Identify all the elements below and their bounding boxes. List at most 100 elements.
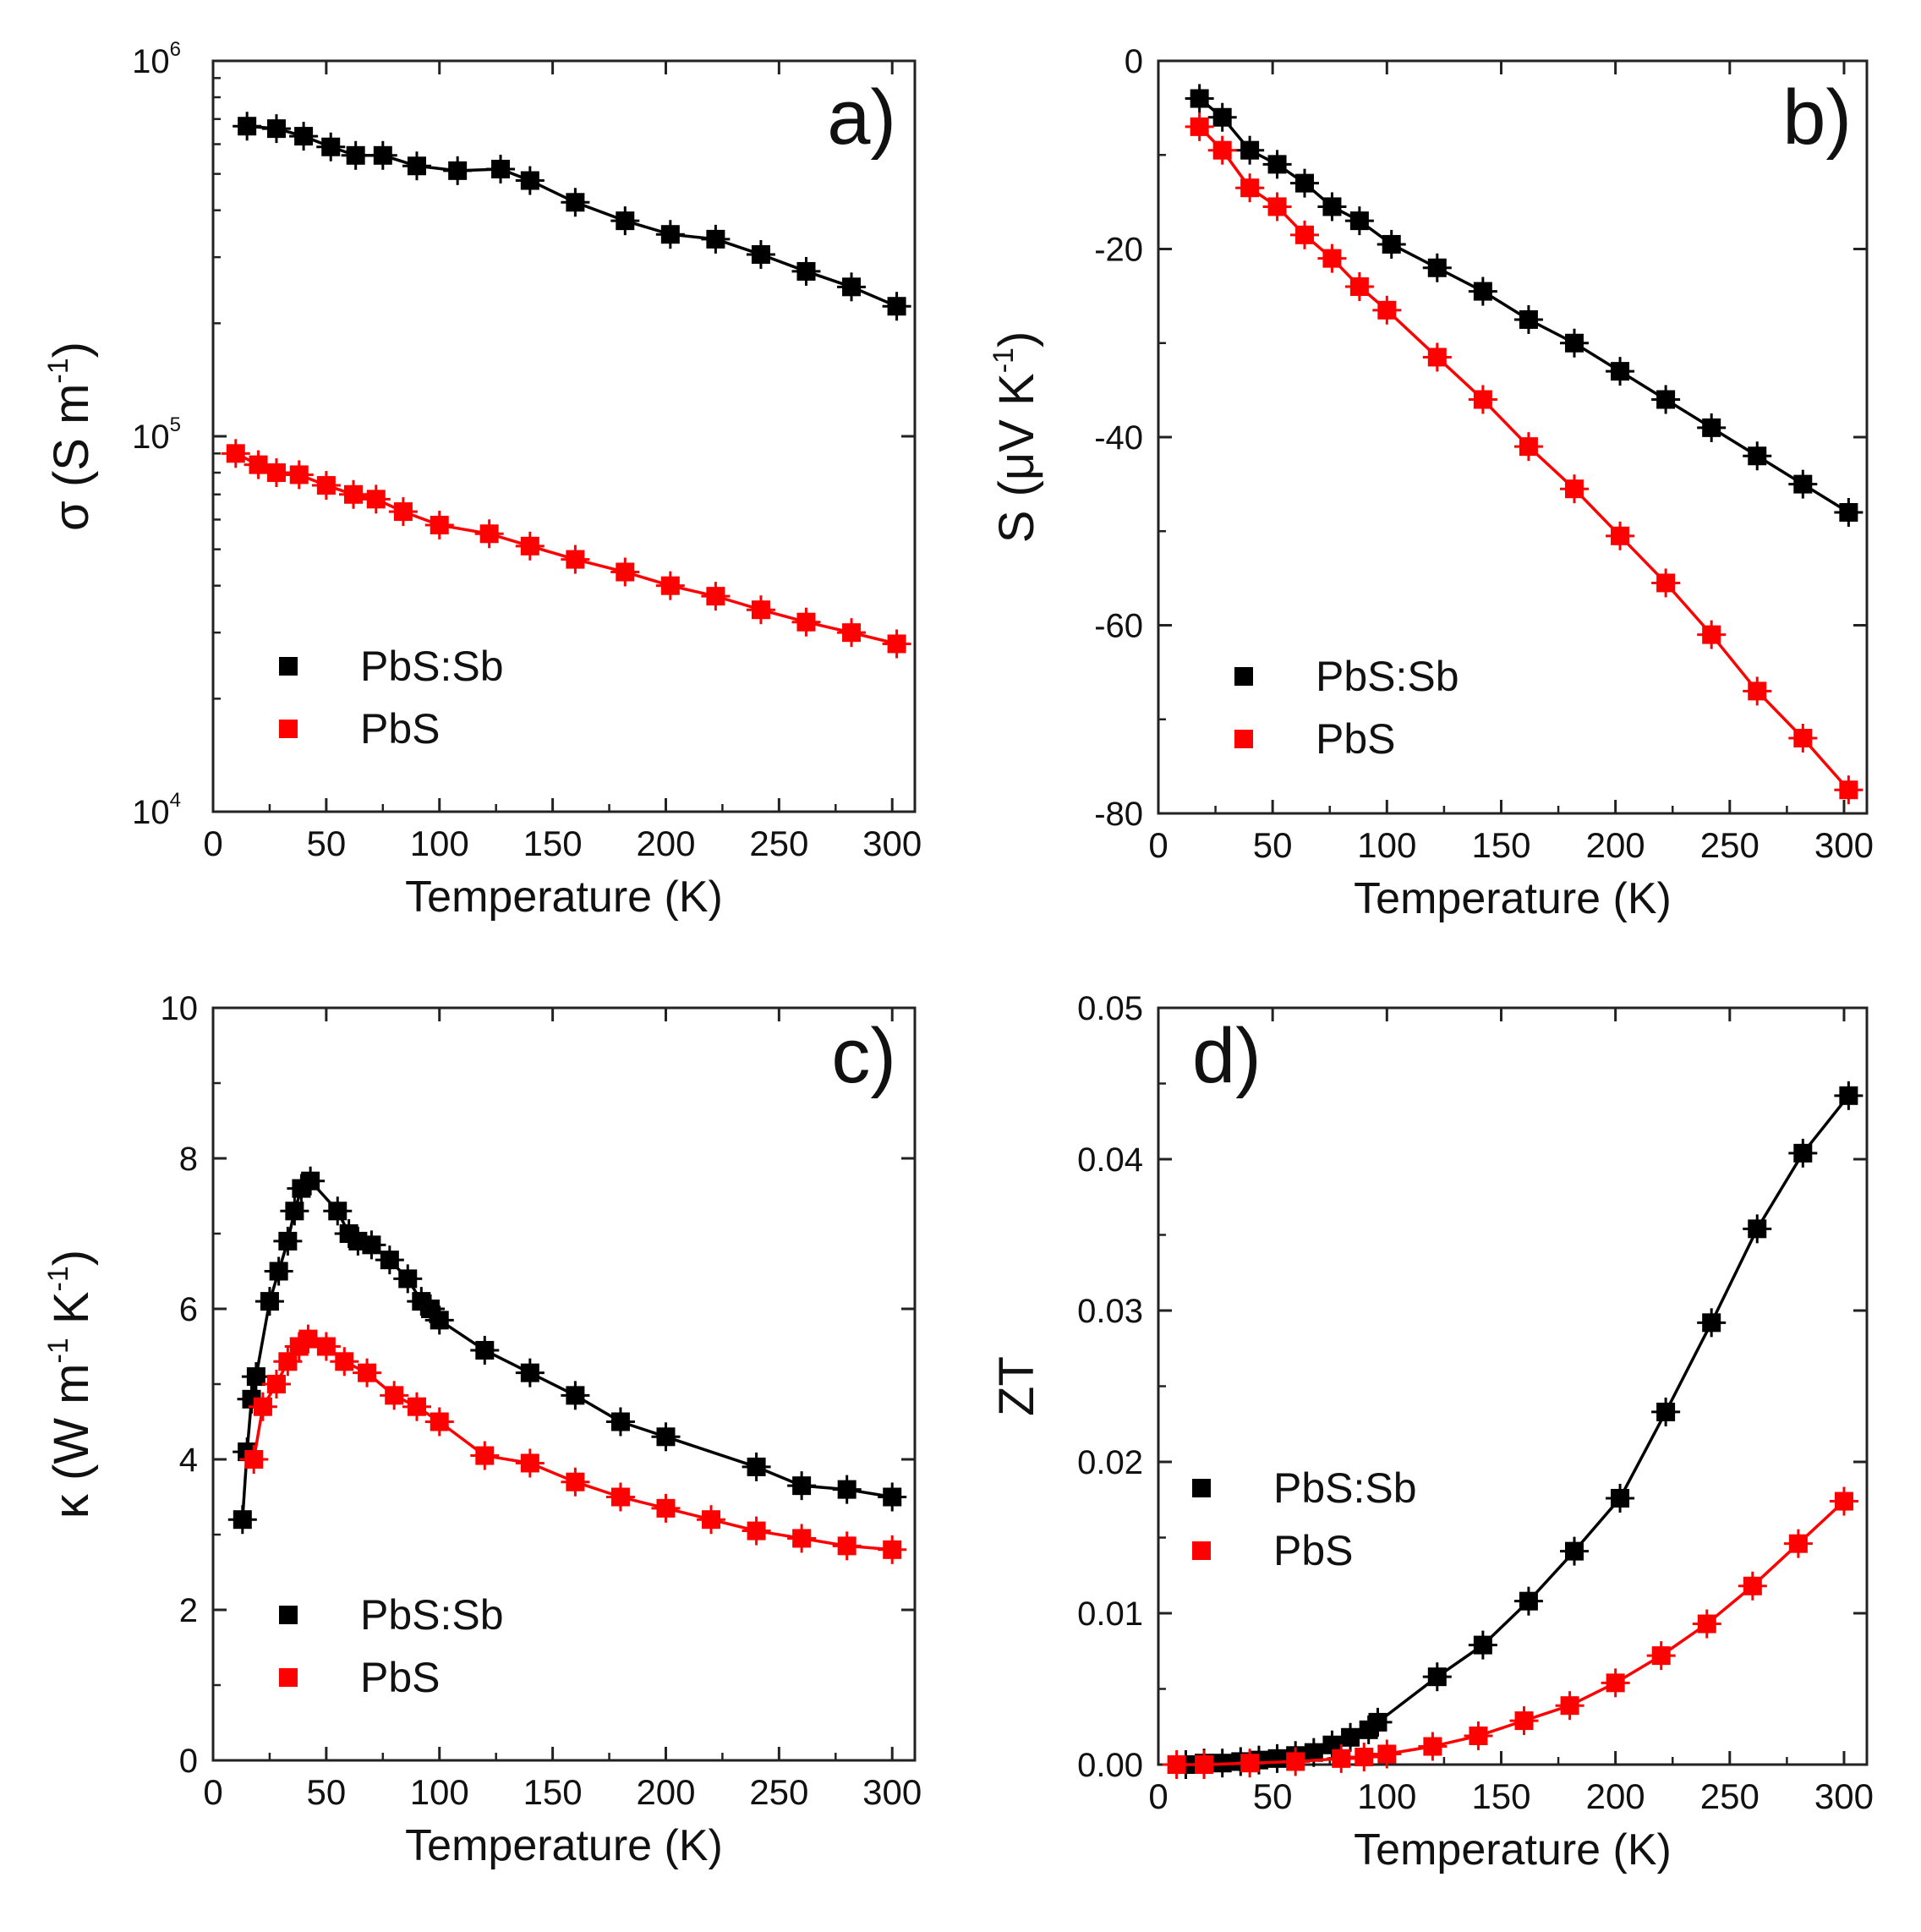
data-point xyxy=(316,132,346,161)
data-point xyxy=(701,582,731,611)
data-point xyxy=(742,1516,771,1546)
x-tick-label: 150 xyxy=(523,824,583,863)
data-point xyxy=(1162,1750,1191,1779)
x-tick-label: 100 xyxy=(1357,825,1416,865)
data-point xyxy=(1651,385,1681,414)
y-tick-label: -80 xyxy=(1094,796,1143,833)
data-point xyxy=(1468,385,1497,414)
x-tick-label: 200 xyxy=(1586,1776,1645,1816)
data-point xyxy=(1372,295,1402,325)
legend-marker xyxy=(1234,667,1253,686)
y-tick-label: 105 xyxy=(132,413,181,456)
plot-frame xyxy=(211,59,917,813)
y-tick-label: 8 xyxy=(179,1141,198,1178)
plot-frame xyxy=(1157,1006,1869,1766)
data-point xyxy=(1783,1529,1813,1558)
data-point xyxy=(1743,676,1772,706)
data-point xyxy=(357,1230,386,1260)
panel-4: 0 50 100 150 200 250 300 0.00 0.01 0.02 0.03 0.04 0.… xyxy=(989,990,1874,1875)
data-point xyxy=(424,511,454,540)
data-point xyxy=(1468,1630,1497,1660)
data-point xyxy=(284,460,314,490)
data-point xyxy=(1422,253,1452,282)
y-tick-label: 0.02 xyxy=(1077,1444,1143,1481)
y-tick-label: 0.03 xyxy=(1077,1293,1143,1330)
legend-label: PbS xyxy=(360,705,441,753)
data-point xyxy=(1509,1706,1539,1736)
data-point xyxy=(1788,724,1818,753)
data-point xyxy=(1692,1609,1721,1639)
y-axis-label-main: σ (S m xyxy=(44,384,99,531)
data-point xyxy=(1349,1743,1379,1772)
x-tick-label: 0 xyxy=(203,1772,222,1812)
x-tick-label: 100 xyxy=(410,824,469,863)
data-point xyxy=(1743,1214,1772,1244)
data-point xyxy=(393,1264,423,1294)
series-pbs-sb xyxy=(1185,84,1864,527)
data-point xyxy=(1646,1641,1676,1671)
data-point xyxy=(1190,1750,1219,1779)
data-point xyxy=(1559,328,1589,358)
data-point xyxy=(1262,192,1292,222)
legend-label: PbS xyxy=(1316,715,1396,763)
panel-label: b) xyxy=(1782,74,1852,161)
x-tick-label: 200 xyxy=(636,1772,695,1812)
data-point xyxy=(264,1256,293,1286)
data-point xyxy=(1834,775,1864,805)
data-point xyxy=(787,1471,817,1501)
y-axis-label: κ (W m-1 K-1) xyxy=(42,1250,99,1519)
panel-3: 0 50 100 150 200 250 300 0 2 4 6 8 10 Temperature (K)… xyxy=(42,990,922,1870)
y-tick-label: 0 xyxy=(179,1743,198,1780)
data-point xyxy=(791,607,821,637)
y-tick-label: 4 xyxy=(179,1442,198,1479)
x-tick-label: 50 xyxy=(1253,1776,1293,1816)
data-point xyxy=(515,1448,545,1478)
x-tick-label: 100 xyxy=(410,1772,469,1812)
data-point xyxy=(273,1226,303,1256)
data-point xyxy=(1344,206,1374,236)
y-tick-label: 0.05 xyxy=(1077,990,1143,1027)
y-tick-label: -20 xyxy=(1094,232,1143,269)
data-point xyxy=(368,140,397,170)
series-pbs xyxy=(239,1324,907,1564)
y-tick-label: 104 xyxy=(132,789,181,831)
data-point xyxy=(1235,1749,1265,1778)
series-pbs xyxy=(1185,112,1864,805)
series-line xyxy=(1185,1094,1850,1766)
plot-frame xyxy=(211,1006,917,1762)
data-point xyxy=(1559,1536,1589,1566)
x-axis-label: Temperature (K) xyxy=(405,873,723,922)
data-point xyxy=(655,220,685,249)
x-tick-label: 0 xyxy=(1148,1776,1168,1816)
legend-label: PbS xyxy=(360,1654,441,1701)
data-point xyxy=(311,471,341,501)
data-point xyxy=(561,1467,590,1497)
x-tick-label: 200 xyxy=(636,824,695,863)
data-point xyxy=(787,1524,817,1553)
data-point xyxy=(1290,168,1320,198)
data-point xyxy=(878,1535,907,1564)
data-point xyxy=(1697,620,1727,649)
legend-label: PbS:Sb xyxy=(1273,1464,1417,1512)
legend-marker xyxy=(1234,730,1253,748)
data-point xyxy=(1697,413,1727,442)
legend-label: PbS:Sb xyxy=(360,643,504,690)
x-tick-label: 150 xyxy=(1471,1776,1530,1816)
y-axis-label: ZT xyxy=(989,1356,1044,1416)
data-point xyxy=(330,1347,359,1376)
y-tick-exponent: 6 xyxy=(170,38,181,61)
y-axis-label-sup2: -1 xyxy=(42,1266,74,1291)
data-point xyxy=(746,595,775,625)
data-point xyxy=(1464,1721,1493,1750)
x-tick-label: 300 xyxy=(862,1772,922,1812)
data-point xyxy=(280,1196,309,1226)
data-point xyxy=(261,458,291,488)
data-point xyxy=(1185,84,1214,113)
data-point xyxy=(1513,1586,1543,1616)
data-point xyxy=(701,224,731,254)
x-tick-label: 250 xyxy=(1700,1776,1760,1816)
data-point xyxy=(241,1362,271,1392)
data-point xyxy=(651,1493,681,1523)
legend-label: PbS:Sb xyxy=(360,1591,504,1639)
legend-marker xyxy=(1192,1479,1211,1497)
